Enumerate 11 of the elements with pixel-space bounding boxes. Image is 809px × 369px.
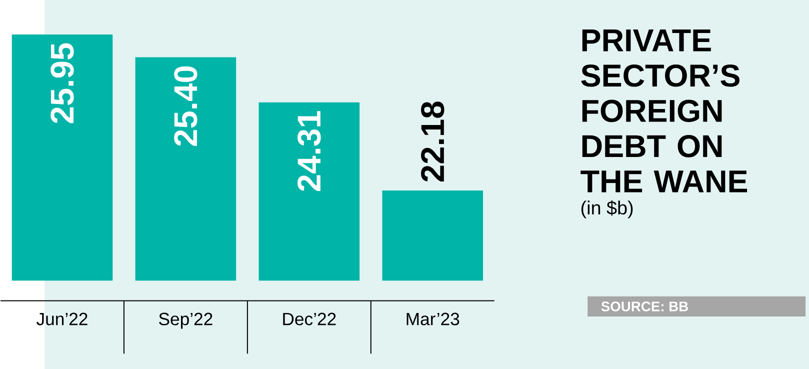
- x-tick-label: Mar’23: [406, 312, 460, 326]
- data-label: 25.40: [174, 66, 198, 146]
- x-tick-label: Jun’22: [36, 312, 88, 326]
- text: (in $b): [581, 200, 633, 218]
- source-note: SOURCE: BB: [601, 301, 688, 312]
- data-label: 25.95: [50, 43, 74, 123]
- data-label: 22.18: [421, 101, 444, 182]
- x-tick-label: Dec’22: [283, 312, 336, 326]
- data-label: 24.31: [298, 110, 321, 191]
- text: PRIVATE SECTOR’S FOREIGN DEBT ON THE WANE: [580, 29, 748, 192]
- x-tick-label: Sep’22: [159, 312, 212, 329]
